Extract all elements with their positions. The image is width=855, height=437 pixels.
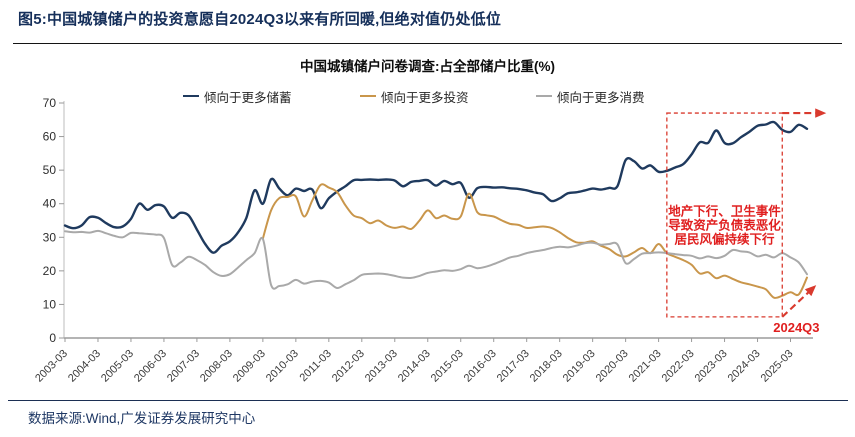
legend-swatch-savings — [183, 94, 199, 98]
legend-swatch-consumption — [536, 94, 552, 98]
x-tick-label: 2006-03 — [132, 348, 169, 385]
annotation-note-line: 居民风偏持续下行 — [675, 232, 776, 247]
x-tick-label: 2012-03 — [330, 348, 367, 385]
y-tick-label: 30 — [43, 230, 57, 244]
survey-line-chart: 0 10 20 30 40 50 60 70 2003-032004-032005-032006… — [33, 96, 827, 385]
y-tick-label: 60 — [43, 130, 57, 144]
x-tick-label: 2015-03 — [429, 348, 466, 385]
y-tick-label: 20 — [43, 264, 57, 278]
x-tick-label: 2007-03 — [165, 348, 202, 385]
x-tick-label: 2008-03 — [198, 348, 235, 385]
x-tick-label: 2004-03 — [66, 348, 103, 385]
x-tick-label: 2020-03 — [594, 348, 631, 385]
x-tick-label: 2025-03 — [759, 348, 796, 385]
highlight-box — [666, 112, 783, 318]
y-tick-label: 0 — [49, 331, 56, 345]
x-tick-label: 2011-03 — [297, 348, 333, 384]
x-tick-label: 2013-03 — [363, 348, 400, 385]
x-tick-label: 2017-03 — [495, 348, 532, 385]
legend-label-investment: 倾向于更多投资 — [381, 90, 469, 105]
series-line-consumption — [64, 229, 808, 290]
x-tick-label: 2009-03 — [231, 348, 268, 385]
legend-label-consumption: 倾向于更多消费 — [557, 90, 645, 105]
y-tick-label: 50 — [43, 163, 57, 177]
legend-label-savings: 倾向于更多储蓄 — [204, 90, 292, 105]
source-separator-line — [8, 400, 848, 401]
chart-title: 中国城镇储户问卷调查:占全部储户比重(%) — [300, 59, 555, 74]
y-tick-label: 70 — [43, 96, 57, 110]
legend-item-consumption: 倾向于更多消费 — [536, 88, 645, 105]
legend-item-investment: 倾向于更多投资 — [360, 88, 469, 105]
series-line-investment — [261, 183, 808, 299]
series-line-savings — [63, 120, 809, 254]
dashed-arrow — [781, 287, 814, 318]
x-tick-label: 2022-03 — [660, 348, 697, 385]
annotation-2024q3-label: 2024Q3 — [773, 320, 819, 335]
x-tick-label: 2021-03 — [627, 348, 664, 385]
legend-swatch-investment — [360, 94, 376, 98]
annotation-note-line: 导致资产负债表恶化 — [668, 218, 781, 233]
x-tick-label: 2014-03 — [396, 348, 433, 385]
legend-item-savings: 倾向于更多储蓄 — [183, 88, 292, 105]
x-tick-label: 2019-03 — [561, 348, 598, 385]
title-separator-line — [13, 43, 842, 44]
arrowhead — [804, 285, 817, 297]
figure-title: 图5:中国城镇储户的投资意愿自2024Q3以来有所回暖,但绝对值仍处低位 — [18, 11, 502, 28]
x-tick-label: 2005-03 — [99, 348, 136, 385]
x-tick-label: 2023-03 — [693, 348, 730, 385]
x-tick-label: 2016-03 — [462, 348, 499, 385]
x-tick-label: 2024-03 — [726, 348, 763, 385]
arrowhead — [815, 108, 827, 118]
x-tick-label: 2010-03 — [264, 348, 301, 385]
y-tick-label: 40 — [43, 197, 57, 211]
x-tick-label: 2003-03 — [33, 348, 70, 385]
y-tick-label: 10 — [43, 297, 57, 311]
x-tick-label: 2018-03 — [528, 348, 565, 385]
annotation-note-line: 地产下行、卫生事件 — [668, 204, 781, 219]
data-source-text: 数据来源:Wind,广发证券发展研究中心 — [28, 411, 256, 426]
